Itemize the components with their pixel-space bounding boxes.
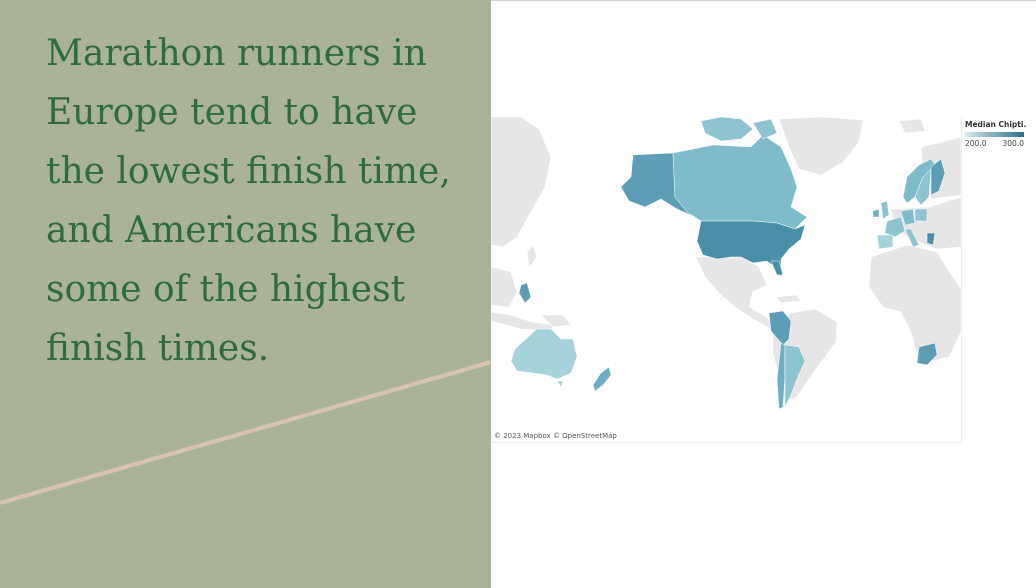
country-germany — [900, 208, 916, 226]
landmass-arctic-islands — [898, 118, 926, 134]
country-peru — [768, 310, 792, 346]
legend-ticks: 200.0 300.0 — [965, 139, 1024, 148]
landmass-asia-east — [491, 117, 552, 248]
country-new-zealand — [592, 366, 612, 392]
country-mexico — [695, 256, 776, 330]
landmass-southeast-asia — [491, 266, 518, 308]
country-sweden — [914, 168, 932, 206]
country-canada — [672, 134, 808, 230]
country-united-states-florida — [770, 260, 784, 276]
country-australia-tasmania — [556, 380, 564, 388]
landmass-papua — [540, 314, 572, 328]
landmass-japan — [526, 244, 538, 268]
country-canada-islands-2 — [752, 118, 778, 140]
country-ireland — [872, 208, 880, 218]
country-poland — [914, 208, 928, 222]
country-greece — [926, 232, 936, 246]
accent-diagonal-line — [0, 360, 491, 505]
map-attribution[interactable]: © 2023 Mapbox © OpenStreetMap — [494, 432, 617, 440]
text-panel: Marathon runners in Europe tend to have … — [0, 0, 491, 588]
legend-min-label: 200.0 — [965, 139, 987, 148]
country-france — [884, 216, 906, 238]
country-united-kingdom — [880, 200, 890, 220]
country-spain — [876, 234, 894, 250]
top-border — [491, 0, 1036, 1]
world-map[interactable]: © 2023 Mapbox © OpenStreetMap — [491, 117, 962, 443]
country-finland — [930, 158, 946, 196]
landmass-africa — [868, 244, 961, 362]
country-greenland — [778, 117, 864, 176]
legend-max-label: 300.0 — [1002, 139, 1024, 148]
map-legend: Median Chipti.. 200.0 300.0 — [965, 120, 1027, 148]
country-argentina — [784, 344, 806, 408]
legend-title: Median Chipti.. — [965, 120, 1027, 129]
country-philippines — [518, 282, 532, 304]
map-canvas[interactable] — [491, 117, 961, 442]
headline-text: Marathon runners in Europe tend to have … — [46, 33, 451, 369]
country-south-africa — [916, 342, 938, 366]
legend-color-ramp — [965, 132, 1024, 137]
country-canada-islands — [700, 117, 754, 142]
country-italy — [904, 228, 920, 248]
country-australia — [510, 328, 578, 380]
landmass-caribbean — [775, 294, 802, 304]
